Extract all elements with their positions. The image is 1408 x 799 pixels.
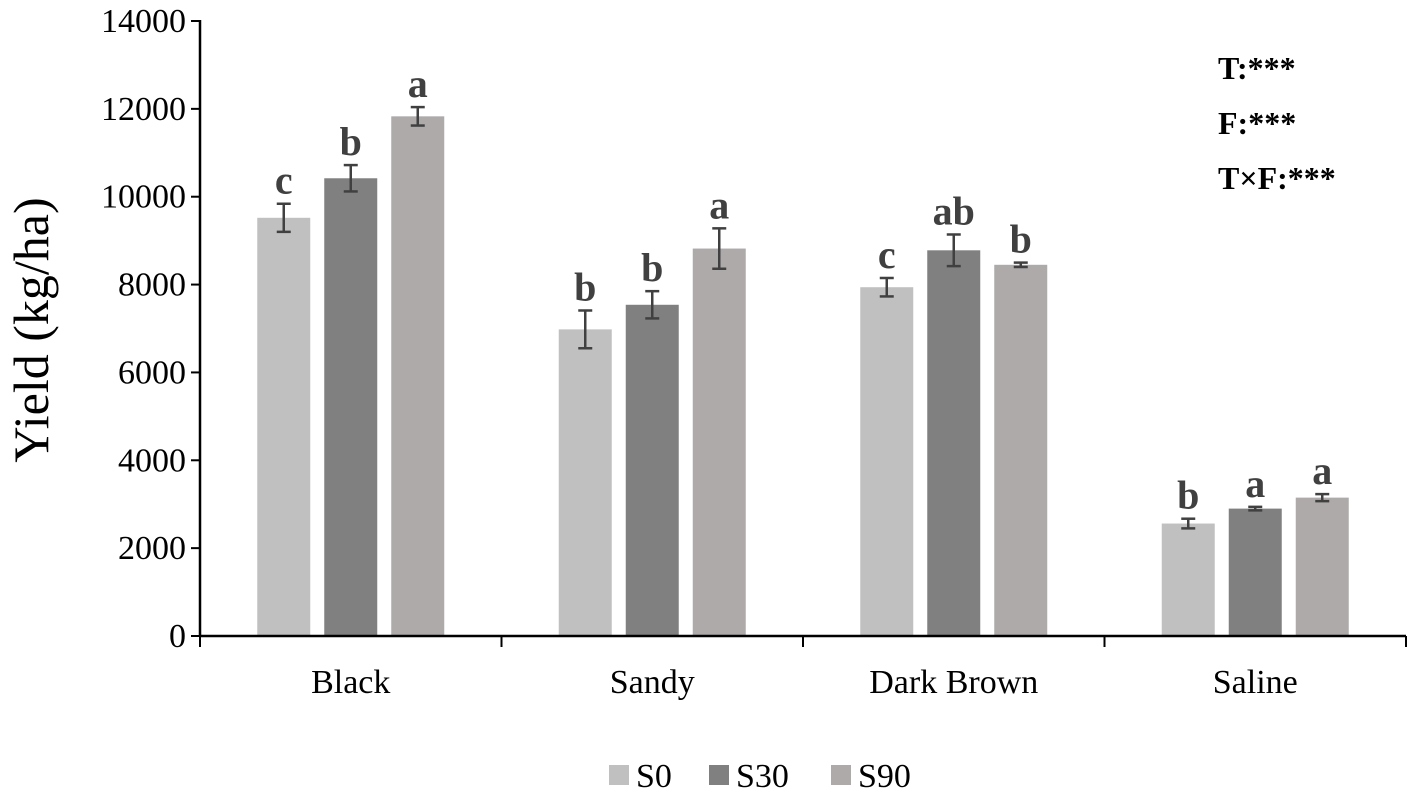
- bar-s30-dark-brown: [927, 250, 981, 637]
- bars-layer: [257, 116, 1349, 637]
- y-tick-label: 0: [169, 618, 186, 655]
- bar-s30-black: [324, 178, 378, 636]
- bar-s0-sandy: [558, 329, 612, 636]
- legend-swatch-s90: [831, 765, 851, 785]
- significance-letter: b: [1010, 217, 1032, 262]
- y-tick-label: 10000: [101, 179, 186, 216]
- significance-letter: b: [641, 245, 663, 290]
- bar-s0-black: [257, 217, 311, 637]
- legend-label-s90: S90: [858, 758, 911, 795]
- bar-s0-dark-brown: [860, 287, 914, 636]
- significance-letter: c: [878, 232, 896, 277]
- significance-letter: b: [1177, 473, 1199, 518]
- stats-annotations: T:*** F:*** T×F:***: [1218, 50, 1336, 196]
- bar-s30-saline: [1228, 508, 1282, 636]
- significance-letter: a: [1312, 448, 1332, 493]
- x-category-label: Dark Brown: [869, 664, 1038, 701]
- bar-s0-saline: [1161, 523, 1215, 636]
- bar-s90-saline: [1295, 497, 1349, 636]
- y-tick-label: 4000: [118, 442, 186, 479]
- y-axis-label: Yield (kg/ha): [3, 197, 59, 462]
- y-tick-label: 2000: [118, 530, 186, 567]
- stats-annotation: T:***: [1218, 50, 1296, 86]
- x-category-label: Saline: [1213, 664, 1298, 701]
- error-bars-layer: [276, 105, 1330, 530]
- legend-swatch-s30: [709, 765, 729, 785]
- significance-letter: b: [340, 119, 362, 164]
- y-tick-label: 12000: [101, 91, 186, 128]
- y-tick-label: 6000: [118, 354, 186, 391]
- bar-s90-dark-brown: [994, 264, 1048, 636]
- x-ticks-layer: Black Sandy Dark Brown Saline: [199, 636, 1407, 701]
- x-category-label: Sandy: [610, 664, 695, 701]
- significance-letter: a: [1245, 461, 1265, 506]
- bar-s30-sandy: [625, 304, 679, 636]
- bar-s90-sandy: [692, 248, 746, 637]
- y-tick-label: 8000: [118, 267, 186, 304]
- legend-label-s0: S0: [636, 758, 672, 795]
- y-ticks-layer: 0 2000 4000 6000 8000 10000 12000 14000: [101, 3, 200, 655]
- stats-annotation: F:***: [1218, 105, 1296, 141]
- stats-annotation: T×F:***: [1218, 160, 1336, 196]
- significance-letter: c: [275, 158, 293, 203]
- x-category-label: Black: [311, 664, 390, 701]
- significance-letter: b: [574, 264, 596, 309]
- y-tick-label: 14000: [101, 3, 186, 40]
- bar-s90-black: [391, 116, 445, 636]
- legend: S0 S30 S90: [609, 758, 911, 795]
- legend-label-s30: S30: [736, 758, 789, 795]
- significance-letter: a: [709, 182, 729, 227]
- legend-swatch-s0: [609, 765, 629, 785]
- significance-letter: ab: [933, 188, 975, 233]
- significance-letter: a: [408, 61, 428, 106]
